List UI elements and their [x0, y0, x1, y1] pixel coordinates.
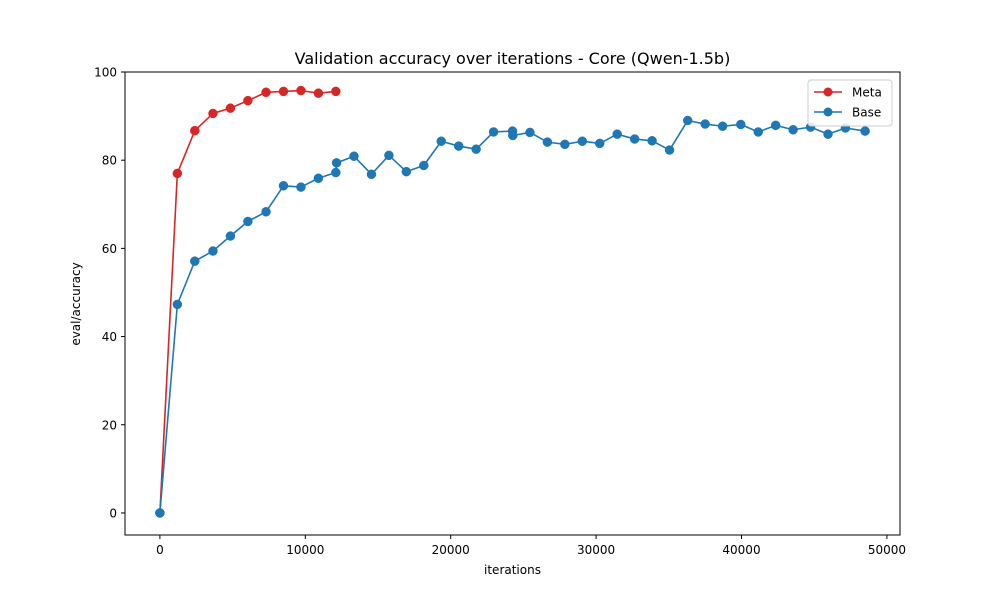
data-point-base — [542, 137, 553, 147]
data-point-meta — [225, 103, 236, 113]
plot-area: 0 10000 20000 30000 40000 50000 0 20 40 60 80 100 — [94, 66, 906, 558]
y-tick-label: 100 — [94, 66, 117, 80]
y-tick-label: 60 — [102, 242, 117, 256]
data-point-base — [331, 167, 341, 178]
x-tick-label: 10000 — [286, 543, 324, 557]
y-tick-label: 0 — [109, 506, 117, 520]
data-point-base — [366, 169, 377, 180]
data-point-meta — [243, 95, 253, 106]
legend-label-base: Base — [852, 106, 881, 120]
legend-label-meta: Meta — [852, 86, 882, 100]
data-point-base — [208, 246, 218, 256]
data-point-base — [419, 160, 429, 171]
x-tick-label: 30000 — [577, 543, 615, 557]
plot-frame — [124, 71, 901, 536]
data-point-base — [155, 508, 165, 518]
data-point-base — [453, 141, 464, 151]
data-point-base — [313, 173, 324, 184]
data-point-base — [629, 134, 640, 144]
chart-title: Validation accuracy over iterations - Co… — [295, 49, 731, 68]
legend: Meta Base — [807, 79, 893, 127]
data-point-meta — [190, 125, 200, 136]
data-point-meta — [261, 87, 271, 98]
y-tick-label: 80 — [102, 154, 117, 168]
data-point-base — [190, 256, 200, 266]
x-tick-label: 20000 — [432, 543, 470, 557]
x-tick-label: 0 — [156, 543, 164, 557]
data-point-base — [823, 129, 833, 139]
data-point-base — [436, 136, 447, 146]
series-line-meta — [159, 89, 336, 513]
data-point-base — [488, 127, 499, 137]
data-point-base — [225, 231, 236, 241]
data-point-base — [384, 150, 394, 161]
data-point-base — [296, 182, 306, 192]
data-point-base — [331, 158, 342, 168]
data-point-base — [736, 119, 746, 130]
data-point-base — [594, 138, 605, 149]
x-tick-label: 40000 — [722, 543, 760, 557]
y-axis-label: eval/accuracy — [69, 262, 83, 345]
data-point-base — [753, 127, 763, 137]
data-point-base — [349, 151, 359, 161]
x-tick-label: 50000 — [868, 543, 906, 557]
data-point-base — [664, 145, 675, 155]
data-point-base — [508, 130, 518, 141]
data-point-base — [717, 121, 728, 131]
data-point-base — [172, 299, 183, 310]
data-point-base — [682, 115, 693, 126]
x-axis-label: iterations — [484, 563, 541, 577]
data-point-base — [525, 127, 535, 138]
data-point-meta — [331, 86, 341, 97]
y-tick-label: 20 — [102, 418, 117, 432]
data-point-base — [261, 207, 271, 217]
data-point-base — [770, 120, 781, 131]
data-point-meta — [172, 168, 183, 179]
data-point-meta — [313, 88, 324, 98]
y-tick-label: 40 — [102, 330, 117, 344]
data-point-base — [278, 181, 289, 191]
data-point-base — [560, 139, 570, 150]
data-point-base — [612, 129, 622, 139]
series-line-base — [159, 119, 866, 514]
data-point-base — [860, 126, 870, 136]
data-point-base — [788, 125, 798, 135]
data-point-base — [471, 144, 481, 154]
data-point-meta — [296, 85, 306, 96]
legend-marker-meta — [823, 87, 833, 97]
data-point-base — [647, 136, 657, 146]
legend-marker-base — [823, 107, 833, 117]
data-point-base — [243, 216, 253, 227]
data-point-base — [577, 136, 588, 146]
data-point-base — [700, 119, 710, 129]
data-point-base — [401, 166, 412, 177]
data-point-meta — [278, 86, 289, 97]
data-point-meta — [208, 108, 218, 119]
